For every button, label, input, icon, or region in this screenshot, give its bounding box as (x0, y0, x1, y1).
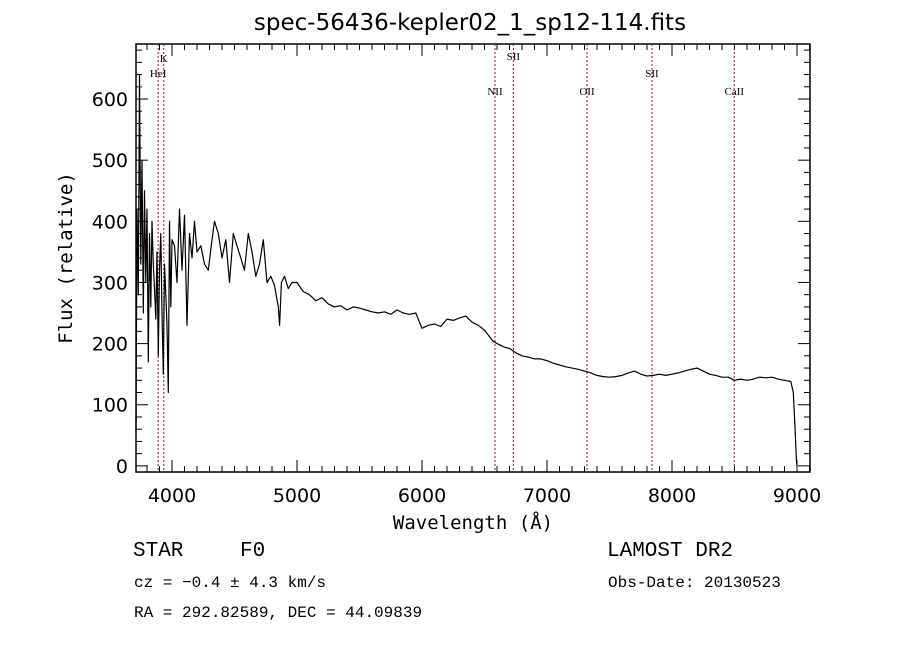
x-tick-label: 5000 (273, 485, 321, 507)
line-label-hei: HeI (150, 68, 167, 80)
line-label-k: K (160, 53, 168, 65)
y-tick-label: 300 (92, 272, 128, 294)
x-tick-label: 7000 (523, 485, 571, 507)
observation-date: Obs-Date: 20130523 (608, 574, 781, 592)
y-tick-label: 400 (92, 211, 128, 233)
line-label-nii: NII (487, 86, 503, 98)
redshift-velocity: cz = −0.4 ± 4.3 km/s (134, 574, 327, 592)
y-tick-label: 0 (116, 456, 128, 478)
line-label-sii: SII (507, 51, 521, 63)
line-label-sii: SII (645, 68, 659, 80)
chart-title: spec-56436-kepler02_1_sp12-114.fits (253, 10, 687, 36)
spectrum-line (135, 74, 798, 466)
x-tick-label: 4000 (148, 485, 196, 507)
y-tick-label: 600 (92, 89, 128, 111)
x-tick-label: 9000 (773, 485, 821, 507)
object-class: STAR (133, 540, 184, 563)
y-tick-label: 500 (92, 150, 128, 172)
x-tick-label: 6000 (398, 485, 446, 507)
line-label-caii: CaII (724, 86, 744, 98)
line-label-oii: OII (579, 86, 595, 98)
object-subclass: F0 (240, 540, 266, 563)
y-tick-label: 100 (92, 395, 128, 417)
x-tick-label: 8000 (648, 485, 696, 507)
y-axis-label: Flux (relative) (55, 172, 77, 344)
survey-name: LAMOST DR2 (607, 540, 734, 563)
y-tick-label: 200 (92, 334, 128, 356)
coordinates: RA = 292.82589, DEC = 44.09839 (134, 604, 423, 622)
x-axis-label: Wavelength (Å) (393, 511, 553, 534)
plot-frame (135, 43, 811, 473)
